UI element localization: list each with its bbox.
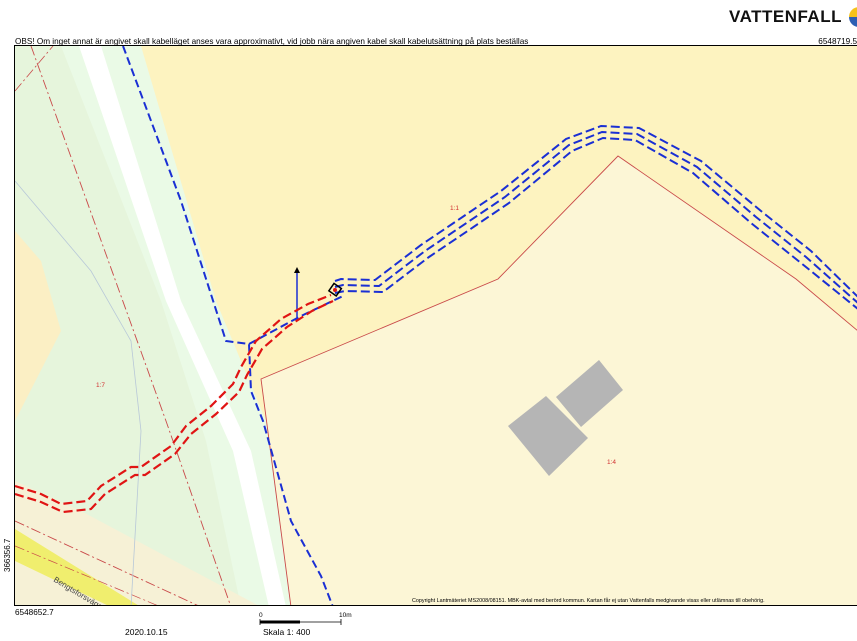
map-scale: Skala 1: 400 bbox=[263, 627, 311, 637]
map-date: 2020.10.15 bbox=[125, 627, 168, 637]
vattenfall-logo-icon bbox=[848, 7, 857, 27]
copyright-notice: Copyright Lantmäteriet MS2008/08151. MBK… bbox=[412, 598, 765, 604]
parcel-label: 1:1 bbox=[450, 205, 459, 212]
scalebar-zero-label: 0 bbox=[259, 612, 263, 619]
parcel-label: 1:7 bbox=[96, 382, 105, 389]
map-canvas[interactable]: Bengtsforsvägen 1:1 1:7 1:4 bbox=[14, 45, 857, 606]
corner-boundary-line bbox=[15, 46, 54, 92]
easting-coordinate: 366356.7 bbox=[3, 538, 12, 572]
northing-bottom-coordinate: 6548652.7 bbox=[15, 608, 54, 617]
junction-box-icon bbox=[327, 282, 343, 298]
building bbox=[556, 360, 623, 427]
parcel-label: 1:4 bbox=[607, 459, 616, 466]
yellow-patch bbox=[15, 231, 61, 421]
building bbox=[508, 396, 588, 476]
road-bengtsforsvagen bbox=[15, 529, 138, 605]
ditch-line bbox=[15, 180, 142, 605]
cable-high-voltage bbox=[334, 124, 857, 310]
parcel-boundary bbox=[260, 155, 857, 605]
cable-branch bbox=[248, 295, 344, 345]
northing-top-coordinate: 6548719.5 bbox=[818, 37, 857, 46]
vattenfall-logo: VATTENFALL bbox=[729, 2, 857, 32]
scalebar-end-label: 10m bbox=[339, 612, 352, 619]
property-boundary-line bbox=[30, 46, 231, 605]
road-boundary-line bbox=[15, 520, 198, 605]
scale-bar bbox=[259, 619, 342, 625]
cable-position-notice: OBS! Om inget annat är angivet skall kab… bbox=[15, 37, 529, 46]
green-area bbox=[15, 46, 276, 605]
junction-dot bbox=[333, 288, 337, 292]
arrow-icon bbox=[294, 267, 300, 273]
logo-text: VATTENFALL bbox=[729, 7, 842, 26]
cable-red bbox=[15, 293, 334, 514]
road-corridor bbox=[79, 46, 286, 605]
map-svg: Bengtsforsvägen 1:1 1:7 1:4 bbox=[15, 46, 857, 605]
road-boundary-line-2 bbox=[15, 545, 158, 605]
